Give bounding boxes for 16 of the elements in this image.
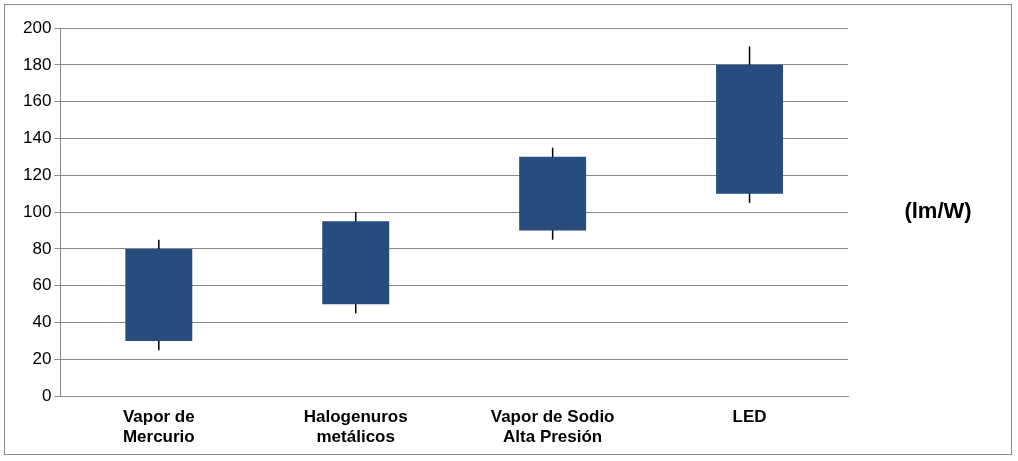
y-tick-label: 140 [22,128,52,148]
y-tick-label: 0 [41,385,52,405]
x-tick-label: Vapor de Mercurio [122,407,195,447]
y-tick-label: 120 [22,164,52,184]
y-tick-label: 40 [32,312,52,332]
y-tick-label: 160 [22,91,52,111]
y-tick-label: 20 [32,349,52,369]
x-tick-label: LED [732,407,767,427]
y-tick-label: 60 [32,275,52,295]
y-tick-label: 100 [22,201,52,221]
x-tick-label: Halogenuros metálicos [303,407,408,447]
x-tick-label: Vapor de Sodio Alta Presión [490,407,615,447]
y-tick-label: 80 [32,238,52,258]
text: (lm/W) [904,198,972,224]
y-tick-label: 180 [22,54,52,74]
y-tick-label: 200 [22,17,52,37]
